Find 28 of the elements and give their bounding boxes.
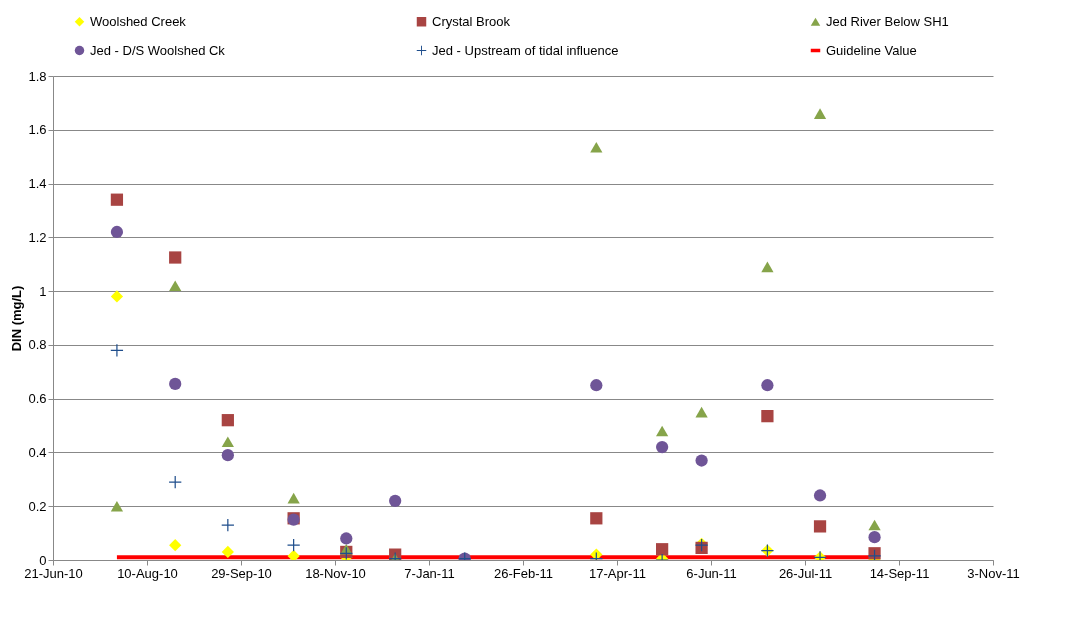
y-tick-label: 1.4 — [28, 176, 47, 192]
y-tick-label: 1.6 — [28, 122, 47, 138]
y-tick-label: 0.8 — [28, 337, 47, 353]
x-tick-label: 29-Sep-10 — [211, 565, 272, 581]
x-tick-label: 21-Jun-10 — [24, 565, 83, 581]
x-tick-label: 7-Jan-11 — [404, 565, 455, 581]
x-tick-label: 17-Apr-11 — [589, 565, 646, 581]
y-tick-label: 1.8 — [28, 68, 47, 84]
y-axis-title: DIN (mg/L) — [9, 285, 25, 352]
legend-label: Crystal Brook — [432, 13, 511, 29]
x-tick-label: 14-Sep-11 — [869, 565, 930, 581]
y-tick-label: 1.2 — [28, 229, 47, 245]
y-tick-label: 0.6 — [28, 391, 47, 407]
y-tick-label: 0.2 — [28, 498, 47, 514]
x-tick-label: 26-Jul-11 — [778, 565, 833, 581]
x-tick-label: 10-Aug-10 — [117, 565, 178, 581]
y-tick-label: 1 — [39, 283, 47, 299]
legend-label: Jed - Upstream of tidal influence — [432, 42, 619, 58]
x-tick-label: 6-Jun-11 — [686, 565, 737, 581]
legend-label: Jed River Below SH1 — [826, 13, 949, 29]
legend-label: Guideline Value — [826, 42, 917, 58]
y-tick-label: 0 — [39, 552, 47, 568]
x-tick-label: 18-Nov-10 — [305, 565, 366, 581]
legend-label: Woolshed Creek — [90, 13, 187, 29]
legend-label: Jed - D/S Woolshed Ck — [90, 42, 226, 58]
x-tick-label: 3-Nov-11 — [967, 565, 1020, 581]
y-tick-label: 0.4 — [28, 444, 47, 460]
x-tick-label: 26-Feb-11 — [493, 565, 554, 581]
